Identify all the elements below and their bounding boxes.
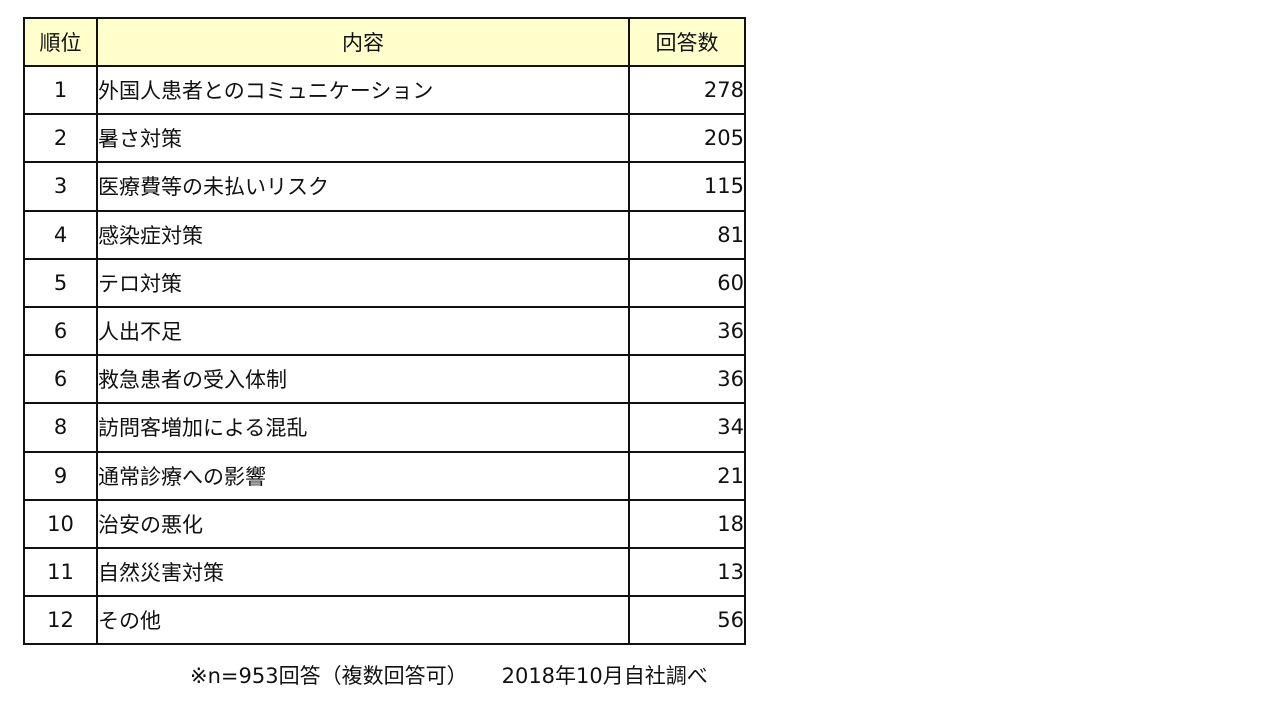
- content-cell: 治安の悪化: [96, 498, 630, 549]
- header-rank: 順位: [23, 17, 98, 67]
- content-cell: テロ対策: [96, 257, 630, 308]
- rank-cell: 5: [23, 257, 98, 308]
- content-cell: 人出不足: [96, 305, 630, 357]
- count-cell: 21: [628, 450, 746, 501]
- footnote: ※n=953回答（複数回答可） 2018年10月自社調べ: [190, 660, 708, 690]
- table-row: 5 テロ対策 60: [23, 257, 746, 308]
- table-row: 12 その他 56: [23, 595, 746, 646]
- content-cell: 自然災害対策: [96, 546, 630, 598]
- content-cell: 通常診療への影響: [96, 450, 630, 501]
- count-cell: 18: [628, 498, 746, 549]
- rank-cell: 3: [23, 161, 98, 212]
- table-row: 4 感染症対策 81: [23, 209, 746, 260]
- rank-cell: 11: [23, 546, 98, 598]
- header-count: 回答数: [628, 17, 746, 67]
- rank-cell: 8: [23, 402, 98, 453]
- content-cell: 外国人患者とのコミュニケーション: [96, 64, 630, 116]
- header-content: 内容: [96, 17, 630, 67]
- table-row: 8 訪問客増加による混乱 34: [23, 402, 746, 453]
- rank-cell: 6: [23, 305, 98, 357]
- content-cell: 救急患者の受入体制: [96, 354, 630, 405]
- table-row: 11 自然災害対策 13: [23, 546, 746, 598]
- table-row: 10 治安の悪化 18: [23, 498, 746, 549]
- source-note: 2018年10月自社調べ: [501, 664, 708, 688]
- count-cell: 34: [628, 402, 746, 453]
- count-cell: 36: [628, 354, 746, 405]
- count-cell: 115: [628, 161, 746, 212]
- rank-cell: 6: [23, 354, 98, 405]
- count-cell: 81: [628, 209, 746, 260]
- table-row: 3 医療費等の未払いリスク 115: [23, 161, 746, 212]
- table-row: 9 通常診療への影響 21: [23, 450, 746, 501]
- count-cell: 278: [628, 64, 746, 116]
- table-row: 6 救急患者の受入体制 36: [23, 354, 746, 405]
- count-cell: 60: [628, 257, 746, 308]
- rank-cell: 1: [23, 64, 98, 116]
- rank-cell: 12: [23, 595, 98, 646]
- survey-results-table: 順位 内容 回答数 1 外国人患者とのコミュニケーション 278 2 暑さ対策 205 3 医…: [23, 17, 746, 646]
- content-cell: その他: [96, 595, 630, 646]
- table-row: 6 人出不足 36: [23, 305, 746, 357]
- content-cell: 訪問客増加による混乱: [96, 402, 630, 453]
- table-body: 1 外国人患者とのコミュニケーション 278 2 暑さ対策 205 3 医療費等の未払いリスク…: [23, 64, 746, 646]
- sample-size-note: ※n=953回答（複数回答可）: [190, 664, 468, 688]
- table-row: 2 暑さ対策 205: [23, 113, 746, 164]
- table-header-row: 順位 内容 回答数: [23, 17, 746, 67]
- count-cell: 36: [628, 305, 746, 357]
- rank-cell: 2: [23, 113, 98, 164]
- content-cell: 医療費等の未払いリスク: [96, 161, 630, 212]
- count-cell: 205: [628, 113, 746, 164]
- rank-cell: 10: [23, 498, 98, 549]
- count-cell: 13: [628, 546, 746, 598]
- rank-cell: 4: [23, 209, 98, 260]
- rank-cell: 9: [23, 450, 98, 501]
- count-cell: 56: [628, 595, 746, 646]
- content-cell: 暑さ対策: [96, 113, 630, 164]
- content-cell: 感染症対策: [96, 209, 630, 260]
- table-row: 1 外国人患者とのコミュニケーション 278: [23, 64, 746, 116]
